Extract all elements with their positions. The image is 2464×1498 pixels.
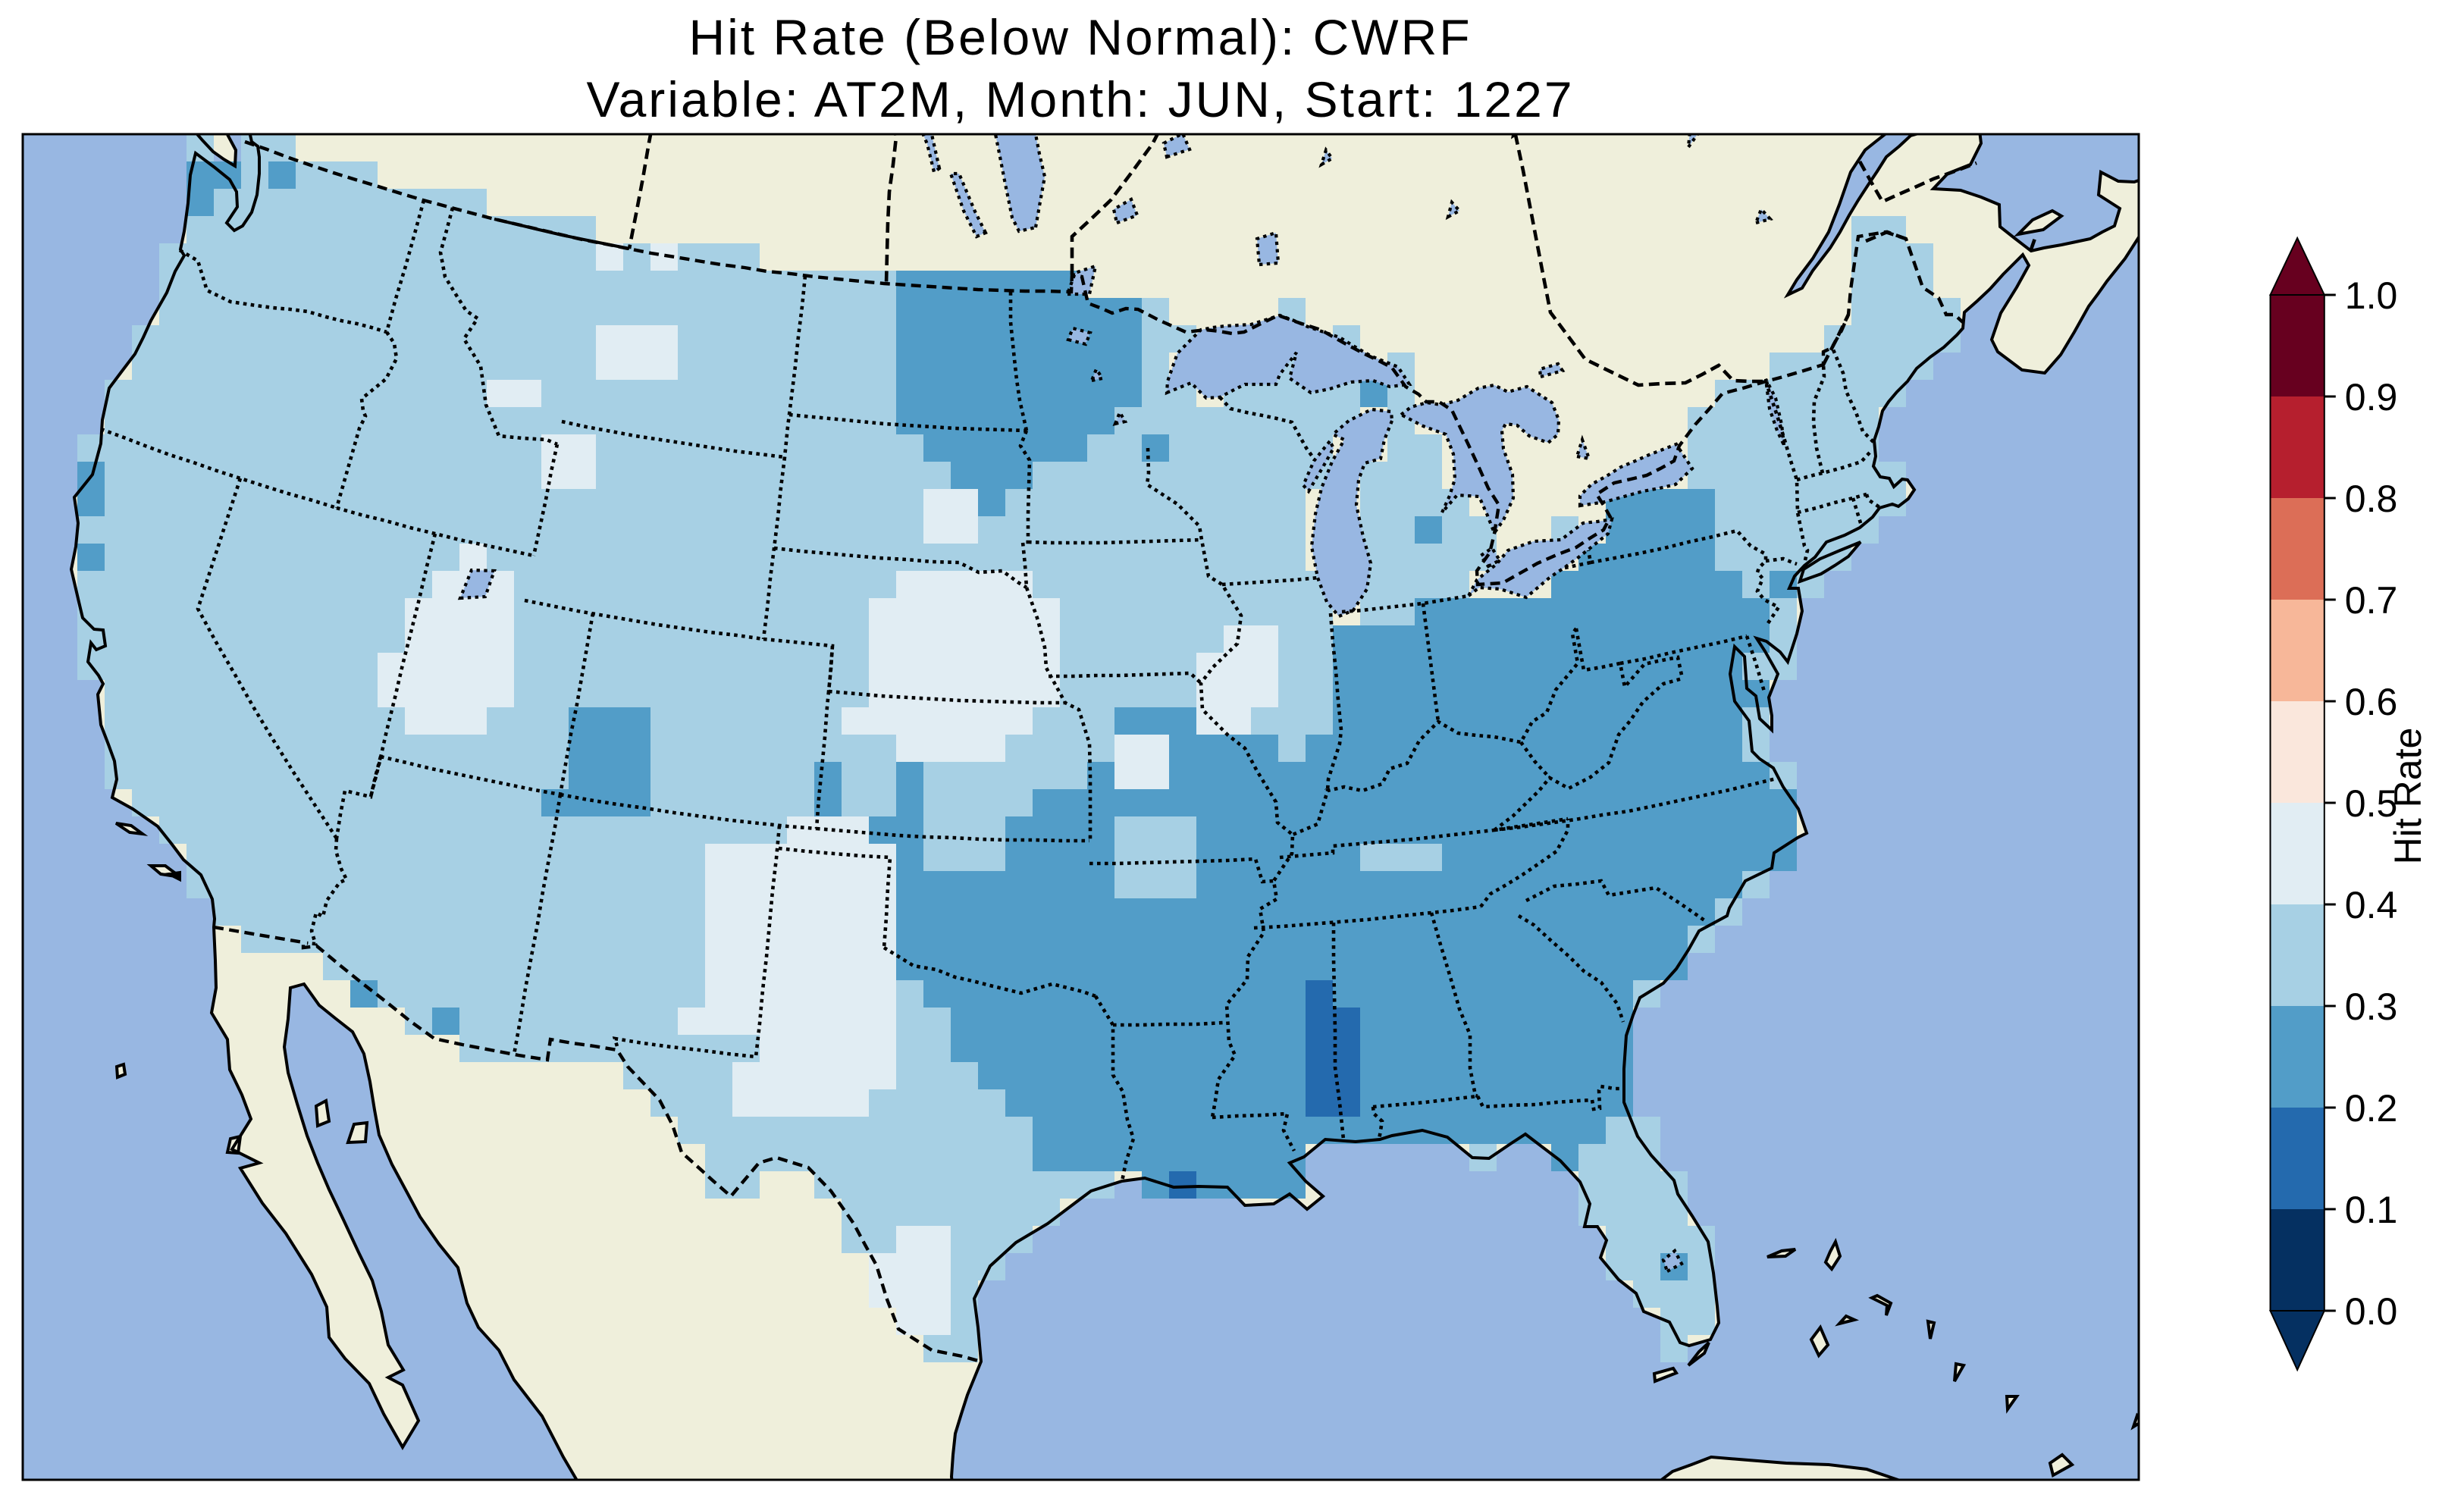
svg-text:0.3: 0.3 — [2345, 986, 2398, 1028]
svg-text:0.7: 0.7 — [2345, 579, 2398, 622]
svg-text:0.4: 0.4 — [2345, 884, 2398, 926]
svg-text:0.0: 0.0 — [2345, 1290, 2398, 1333]
svg-text:0.5: 0.5 — [2345, 782, 2398, 825]
svg-text:0.9: 0.9 — [2345, 376, 2398, 418]
svg-text:Hit Rate: Hit Rate — [2387, 728, 2429, 865]
svg-text:0.8: 0.8 — [2345, 478, 2398, 520]
svg-text:0.1: 0.1 — [2345, 1189, 2398, 1231]
svg-text:0.2: 0.2 — [2345, 1087, 2398, 1130]
svg-text:Variable: AT2M, Month: JUN, St: Variable: AT2M, Month: JUN, Start: 1227 — [586, 71, 1574, 127]
svg-text:Hit Rate (Below Normal): CWRF: Hit Rate (Below Normal): CWRF — [688, 9, 1472, 65]
svg-text:1.0: 1.0 — [2345, 274, 2398, 317]
svg-text:0.6: 0.6 — [2345, 681, 2398, 723]
